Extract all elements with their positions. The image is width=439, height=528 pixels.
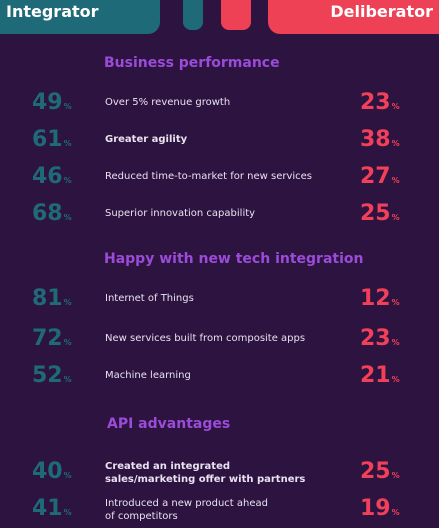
stat-row: 46% Reduced time-to-market for new servi… <box>0 162 439 192</box>
section-title-tech-integration: Happy with new tech integration <box>104 251 364 267</box>
stat-label: Machine learning <box>105 370 191 381</box>
section-title-business-performance: Business performance <box>104 55 280 71</box>
integrator-value: 68% <box>32 201 72 226</box>
deliberator-value: 25% <box>360 201 400 226</box>
integrator-label: Integrator <box>6 2 99 21</box>
integrator-value: 49% <box>32 90 72 115</box>
integrator-value: 40% <box>32 459 72 484</box>
integrator-tab: Integrator <box>0 0 160 34</box>
stat-label: Reduced time-to-market for new services <box>105 171 313 182</box>
stat-row: 41% Introduced a new product ahead of co… <box>0 494 439 524</box>
deliberator-value: 23% <box>360 90 400 115</box>
deliberator-value: 25% <box>360 459 400 484</box>
deliberator-value: 21% <box>360 363 400 388</box>
integrator-value: 72% <box>32 326 72 351</box>
integrator-value: 81% <box>32 286 72 311</box>
stat-row: 61% Greater agility 38% <box>0 125 439 155</box>
stat-row: 40% Created an integrated sales/marketin… <box>0 457 439 487</box>
stat-label: Over 5% revenue growth <box>105 97 231 108</box>
stat-row: 72% New services built from composite ap… <box>0 324 439 354</box>
stat-row: 49% Over 5% revenue growth 23% <box>0 88 439 118</box>
stat-label: Superior innovation capability <box>105 208 256 219</box>
deliberator-value: 27% <box>360 164 400 189</box>
integrator-value: 52% <box>32 363 72 388</box>
integrator-value: 61% <box>32 127 72 152</box>
section-title-api-advantages: API advantages <box>107 416 231 432</box>
stat-label: Internet of Things <box>105 293 194 304</box>
stat-label: Introduced a new product ahead of compet… <box>105 498 268 522</box>
integrator-value: 41% <box>32 496 72 521</box>
stat-row: 81% Internet of Things 12% <box>0 284 439 314</box>
deliberator-decor-bar <box>221 0 251 30</box>
stat-row: 52% Machine learning 21% <box>0 361 439 391</box>
integrator-value: 46% <box>32 164 72 189</box>
deliberator-value: 12% <box>360 286 400 311</box>
deliberator-value: 23% <box>360 326 400 351</box>
stat-label: New services built from composite apps <box>105 333 306 344</box>
deliberator-value: 19% <box>360 496 400 521</box>
stat-row: 68% Superior innovation capability 25% <box>0 199 439 229</box>
stat-label: Created an integrated sales/marketing of… <box>105 461 306 485</box>
stat-label: Greater agility <box>105 134 188 145</box>
deliberator-label: Deliberator <box>330 2 433 21</box>
deliberator-value: 38% <box>360 127 400 152</box>
integrator-decor-bar <box>183 0 203 30</box>
deliberator-tab: Deliberator <box>268 0 439 34</box>
